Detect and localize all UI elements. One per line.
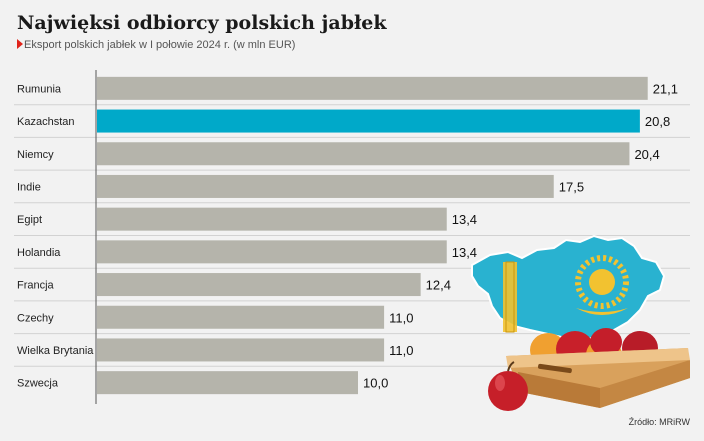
bar: [97, 371, 358, 395]
source-note: Źródło: MRiRW: [629, 417, 691, 427]
bar-value-label: 12,4: [426, 278, 451, 293]
bar-value-label: 11,0: [389, 343, 413, 358]
category-label: Indie: [17, 181, 41, 193]
apple-crate-illustration: [488, 328, 690, 411]
category-label: Holandia: [17, 247, 61, 259]
bar: [97, 174, 554, 198]
category-label: Wielka Brytania: [17, 345, 94, 357]
bar-value-label: 13,4: [452, 245, 477, 260]
bar-value-label: 20,4: [634, 147, 659, 162]
bar: [97, 338, 385, 362]
category-label: Francja: [17, 280, 55, 292]
category-label: Rumunia: [17, 83, 62, 95]
chart-title: Najwięksi odbiorcy polskich jabłek: [17, 12, 387, 34]
bar: [97, 207, 447, 231]
bar: [97, 76, 648, 100]
bar-value-label: 20,8: [645, 114, 670, 129]
bars: Rumunia 21,1 Kazachstan 20,8 Niemcy 20,4 Indie…: [17, 76, 678, 395]
bar: [97, 109, 640, 133]
chart-subtitle: Eksport polskich jabłek w I połowie 2024…: [24, 39, 295, 51]
grid-lines: [14, 104, 690, 367]
bar-value-label: 13,4: [452, 212, 477, 227]
bar-value-label: 21,1: [653, 81, 678, 96]
category-label: Egipt: [17, 214, 42, 226]
bar: [97, 273, 421, 297]
category-label: Kazachstan: [17, 116, 74, 128]
category-label: Szwecja: [17, 378, 59, 390]
kazakhstan-map-illustration: [471, 234, 666, 342]
apple-icon: [488, 371, 528, 411]
bar-value-label: 10,0: [363, 376, 388, 391]
category-label: Niemcy: [17, 149, 54, 161]
bar: [97, 142, 630, 166]
bar: [97, 240, 447, 264]
bar-value-label: 17,5: [559, 179, 584, 194]
bar: [97, 305, 385, 329]
sun-icon: [575, 255, 629, 309]
apple-icon: [590, 328, 622, 356]
subtitle-marker-icon: [17, 39, 23, 49]
category-label: Czechy: [17, 312, 54, 324]
bar-value-label: 11,0: [389, 310, 413, 325]
